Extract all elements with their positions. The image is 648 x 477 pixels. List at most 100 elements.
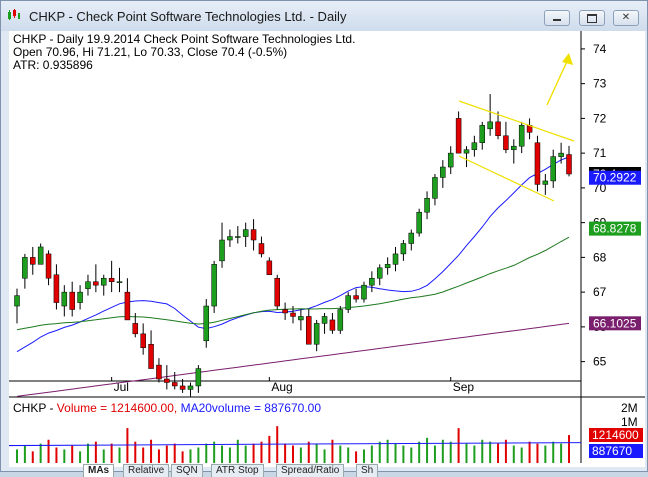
candle	[53, 264, 60, 310]
volume-bar	[520, 447, 523, 463]
candle-body	[400, 243, 407, 255]
candle	[227, 229, 233, 247]
y-tick-label: 73	[593, 77, 607, 91]
volume-tag-box	[589, 444, 643, 458]
volume-bar	[284, 443, 287, 463]
minimize-button[interactable]	[544, 10, 570, 26]
candle-body	[195, 368, 202, 387]
volume-bar	[244, 445, 247, 463]
breakout-arrow-icon	[562, 53, 573, 65]
volume-header-ma: MA20volume = 887670.00	[181, 401, 322, 415]
candle	[384, 257, 391, 275]
candle-body	[329, 319, 336, 331]
volume-bar	[134, 441, 137, 463]
candle	[487, 94, 493, 136]
volume-bar	[55, 447, 58, 463]
chart-header-atr: ATR: 0.935896	[13, 58, 93, 72]
candle	[306, 309, 312, 345]
candle	[37, 243, 44, 265]
candle	[432, 173, 438, 206]
candle-body	[534, 142, 541, 185]
candle-body	[266, 260, 273, 276]
candle-body	[479, 125, 486, 143]
candle	[495, 111, 501, 140]
candle-body	[53, 274, 60, 303]
volume-bar	[339, 445, 342, 463]
price-tag-box	[589, 170, 641, 185]
tab-relative[interactable]: Relative	[123, 464, 170, 477]
candle-body	[250, 229, 257, 241]
tab-sqn[interactable]: SQN	[171, 464, 203, 477]
candle	[195, 365, 202, 393]
candle-body	[242, 229, 249, 237]
candle-body	[124, 291, 131, 321]
tab-atr-stop[interactable]: ATR Stop	[211, 464, 264, 477]
candle	[440, 160, 446, 188]
candle	[116, 267, 123, 293]
volume-bar	[221, 445, 224, 463]
candle	[566, 145, 572, 177]
candle	[140, 323, 146, 355]
volume-bar	[465, 443, 468, 463]
tab-spread-ratio[interactable]: Spread/Ratio	[276, 464, 345, 477]
volume-tag: 1214600	[589, 428, 643, 442]
candle-body	[369, 277, 375, 286]
volume-header-prefix: CHKP -	[13, 401, 57, 415]
candle	[132, 312, 139, 338]
candle	[290, 306, 296, 324]
tab-sh[interactable]: Sh	[356, 464, 379, 477]
candle-body	[100, 277, 107, 286]
volume-bar	[150, 439, 153, 463]
candle-body	[85, 281, 91, 289]
volume-bar	[142, 447, 145, 463]
volume-bar	[315, 443, 318, 463]
candle	[85, 274, 91, 296]
candle	[148, 330, 154, 369]
candle-body	[518, 125, 525, 147]
candle	[542, 173, 549, 195]
candle	[211, 260, 217, 313]
ma200-line	[16, 322, 570, 397]
maximize-icon	[587, 14, 597, 23]
candle-body	[313, 323, 320, 345]
title-bar[interactable]: CHKP - Check Point Software Technologies…	[1, 1, 647, 31]
candle-body	[416, 211, 422, 234]
volume-bar	[165, 445, 168, 463]
candle	[171, 372, 178, 390]
volume-bar	[504, 439, 507, 463]
candle-body	[495, 121, 501, 137]
candle	[69, 281, 75, 317]
volume-bar	[433, 445, 436, 463]
candle	[503, 121, 509, 154]
volume-bar	[441, 439, 444, 463]
candle	[298, 309, 304, 331]
volume-bar	[126, 428, 129, 463]
volume-tag-label: 887670	[592, 444, 632, 458]
close-button[interactable]: ✕	[613, 10, 639, 26]
candle	[518, 121, 525, 154]
candle	[77, 285, 83, 310]
maximize-button[interactable]	[579, 10, 605, 26]
candle-body	[211, 264, 217, 307]
candlestick-app-icon	[8, 9, 20, 20]
candle	[376, 264, 383, 286]
price-tag-box	[589, 316, 641, 331]
candle-body	[37, 246, 44, 265]
candle-body	[440, 166, 446, 178]
channel-lower-line	[458, 155, 555, 202]
volume-bar	[292, 445, 294, 463]
date-x-axis: Jul Aug Sep	[111, 377, 474, 394]
volume-bar	[16, 449, 18, 463]
candle	[329, 312, 336, 334]
y-tick-label: 71	[593, 146, 607, 160]
candle-body	[45, 253, 52, 279]
candle-body	[274, 277, 280, 307]
candle-body	[384, 264, 391, 269]
candle-body	[164, 378, 170, 383]
candle	[558, 142, 564, 164]
tab-mas[interactable]: MAs	[83, 464, 115, 477]
